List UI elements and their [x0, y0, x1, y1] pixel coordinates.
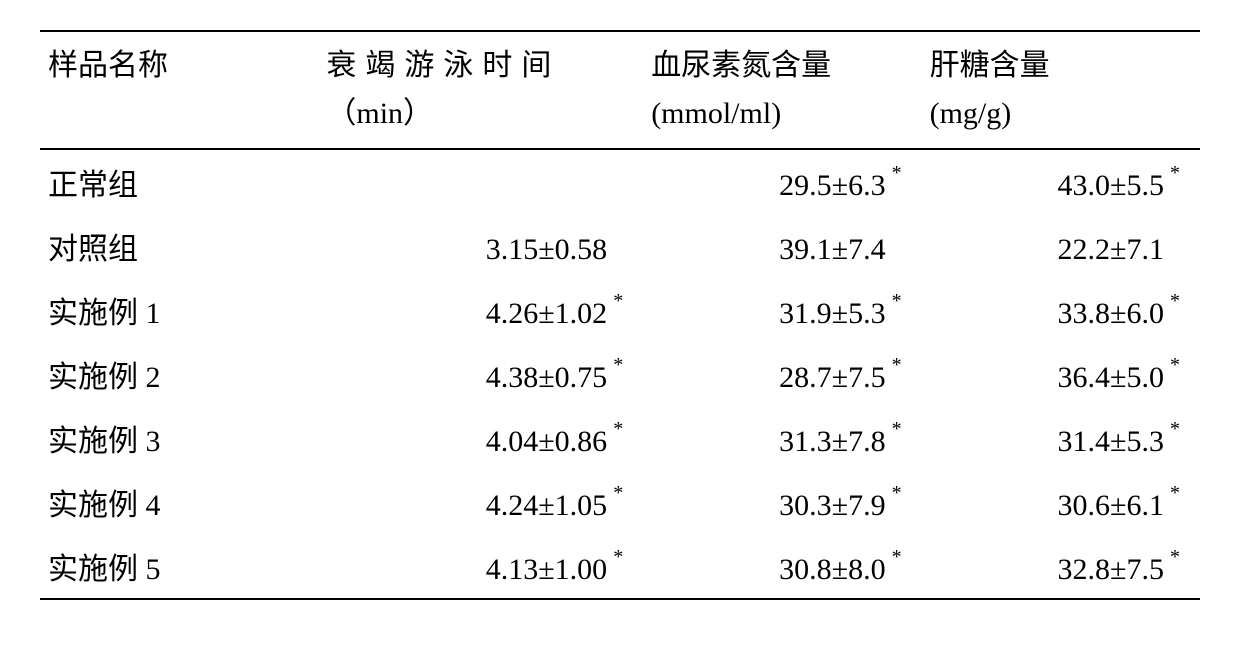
table-row: 实施例 3 4.04±0.86* 31.3±7.8* 31.4±5.3* [40, 406, 1200, 470]
cell-bun-value: 30.8±8.0* [779, 553, 885, 587]
table-row: 实施例 2 4.38±0.75* 28.7±7.5* 36.4±5.0* [40, 342, 1200, 406]
header-swim-unit: （min） [326, 97, 433, 130]
cell-bun: 31.9±5.3* [643, 278, 921, 342]
cell-bun: 30.3±7.9* [643, 470, 921, 534]
header-bun: 血尿素氮含量 (mmol/ml) [643, 31, 921, 149]
cell-name: 对照组 [40, 214, 318, 278]
cell-name: 正常组 [40, 149, 318, 214]
cell-bun: 29.5±6.3* [643, 149, 921, 214]
header-bun-label: 血尿素氮含量 [651, 49, 831, 82]
significance-star-icon: * [1170, 483, 1180, 503]
table-row: 实施例 4 4.24±1.05* 30.3±7.9* 30.6±6.1* [40, 470, 1200, 534]
cell-gly: 33.8±6.0* [922, 278, 1200, 342]
significance-star-icon: * [613, 419, 623, 439]
cell-swim: 4.04±0.86* [318, 406, 643, 470]
cell-swim-value: 4.26±1.02* [486, 297, 607, 331]
cell-swim: 4.24±1.05* [318, 470, 643, 534]
cell-swim-value: 4.24±1.05* [486, 489, 607, 523]
cell-gly-value: 31.4±5.3* [1058, 425, 1164, 459]
cell-swim-value: 3.15±0.58 [486, 233, 607, 267]
cell-swim: 4.13±1.00* [318, 534, 643, 599]
header-gly-label: 肝糖含量 [930, 49, 1050, 82]
cell-name: 实施例 5 [40, 534, 318, 599]
cell-swim [318, 149, 643, 214]
significance-star-icon: * [1170, 355, 1180, 375]
cell-gly-value: 43.0±5.5* [1058, 169, 1164, 203]
cell-name: 实施例 3 [40, 406, 318, 470]
significance-star-icon: * [892, 355, 902, 375]
cell-gly: 36.4±5.0* [922, 342, 1200, 406]
cell-gly: 22.2±7.1 [922, 214, 1200, 278]
cell-gly: 30.6±6.1* [922, 470, 1200, 534]
significance-star-icon: * [1170, 291, 1180, 311]
cell-bun-value: 39.1±7.4 [779, 233, 885, 267]
significance-star-icon: * [613, 547, 623, 567]
header-row: 样品名称 衰竭游泳时间 （min） 血尿素氮含量 (mmol/ml) 肝糖含量 … [40, 31, 1200, 149]
cell-swim: 3.15±0.58 [318, 214, 643, 278]
cell-gly: 32.8±7.5* [922, 534, 1200, 599]
cell-name: 实施例 4 [40, 470, 318, 534]
cell-bun: 31.3±7.8* [643, 406, 921, 470]
significance-star-icon: * [892, 419, 902, 439]
cell-bun-value: 31.3±7.8* [779, 425, 885, 459]
cell-bun: 30.8±8.0* [643, 534, 921, 599]
header-gly-unit: (mg/g) [930, 97, 1012, 130]
significance-star-icon: * [613, 291, 623, 311]
significance-star-icon: * [1170, 163, 1180, 183]
cell-bun: 39.1±7.4 [643, 214, 921, 278]
cell-gly: 43.0±5.5* [922, 149, 1200, 214]
cell-swim-value: 4.04±0.86* [486, 425, 607, 459]
cell-swim: 4.26±1.02* [318, 278, 643, 342]
significance-star-icon: * [1170, 547, 1180, 567]
cell-bun: 28.7±7.5* [643, 342, 921, 406]
header-name-label: 样品名称 [48, 49, 168, 82]
table-body: 正常组 29.5±6.3* 43.0±5.5* 对照组 3.15±0.58 39.1±7.… [40, 149, 1200, 599]
significance-star-icon: * [613, 355, 623, 375]
header-name: 样品名称 [40, 31, 318, 149]
cell-swim-value: 4.13±1.00* [486, 553, 607, 587]
table-row: 实施例 5 4.13±1.00* 30.8±8.0* 32.8±7.5* [40, 534, 1200, 599]
cell-name: 实施例 2 [40, 342, 318, 406]
data-table: 样品名称 衰竭游泳时间 （min） 血尿素氮含量 (mmol/ml) 肝糖含量 … [40, 30, 1200, 600]
cell-bun-value: 28.7±7.5* [779, 361, 885, 395]
cell-name: 实施例 1 [40, 278, 318, 342]
header-bun-unit: (mmol/ml) [651, 97, 781, 130]
cell-bun-value: 30.3±7.9* [779, 489, 885, 523]
cell-gly-value: 30.6±6.1* [1058, 489, 1164, 523]
significance-star-icon: * [613, 483, 623, 503]
cell-swim: 4.38±0.75* [318, 342, 643, 406]
cell-bun-value: 31.9±5.3* [779, 297, 885, 331]
cell-gly-value: 33.8±6.0* [1058, 297, 1164, 331]
table-row: 对照组 3.15±0.58 39.1±7.4 22.2±7.1 [40, 214, 1200, 278]
cell-bun-value: 29.5±6.3* [779, 169, 885, 203]
significance-star-icon: * [1170, 419, 1180, 439]
significance-star-icon: * [892, 291, 902, 311]
significance-star-icon: * [892, 547, 902, 567]
cell-swim-value: 4.38±0.75* [486, 361, 607, 395]
table-row: 实施例 1 4.26±1.02* 31.9±5.3* 33.8±6.0* [40, 278, 1200, 342]
significance-star-icon: * [892, 483, 902, 503]
cell-gly-value: 36.4±5.0* [1058, 361, 1164, 395]
header-swim-label: 衰竭游泳时间 [326, 49, 560, 82]
header-swim: 衰竭游泳时间 （min） [318, 31, 643, 149]
header-gly: 肝糖含量 (mg/g) [922, 31, 1200, 149]
table-row: 正常组 29.5±6.3* 43.0±5.5* [40, 149, 1200, 214]
cell-gly-value: 32.8±7.5* [1058, 553, 1164, 587]
cell-gly: 31.4±5.3* [922, 406, 1200, 470]
cell-gly-value: 22.2±7.1 [1058, 233, 1164, 267]
significance-star-icon: * [892, 163, 902, 183]
